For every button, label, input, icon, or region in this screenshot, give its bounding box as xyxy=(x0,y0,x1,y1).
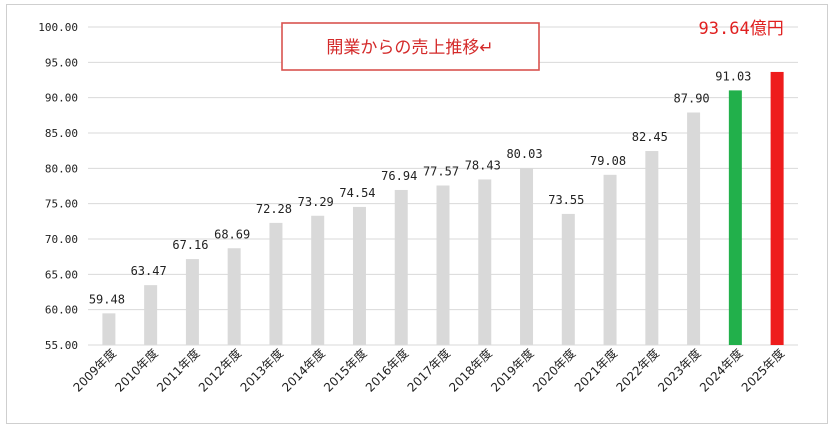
bar xyxy=(687,112,701,345)
data-label: 80.03 xyxy=(506,147,542,161)
data-label: 78.43 xyxy=(465,158,501,172)
y-tick-label: 85.00 xyxy=(45,127,78,140)
chart-title: 開業からの売上推移↵ xyxy=(326,38,493,58)
bars xyxy=(102,71,784,345)
y-tick-label: 80.00 xyxy=(45,162,78,175)
data-label: 67.16 xyxy=(172,238,208,252)
x-tick-label: 2009年度 xyxy=(70,346,119,395)
x-tick-label: 2017年度 xyxy=(404,346,453,395)
bar xyxy=(728,90,742,345)
bar xyxy=(394,189,408,345)
bar xyxy=(144,285,158,345)
bar xyxy=(185,259,199,345)
y-tick-label: 95.00 xyxy=(45,56,78,69)
data-label: 68.69 xyxy=(214,227,250,241)
y-tick-label: 100.00 xyxy=(38,21,78,34)
bar xyxy=(520,168,534,345)
x-tick-label: 2025年度 xyxy=(738,346,787,395)
x-tick-label: 2020年度 xyxy=(529,346,578,395)
data-label: 63.47 xyxy=(131,264,167,278)
x-tick-label: 2016年度 xyxy=(362,346,411,395)
data-label: 73.55 xyxy=(548,193,584,207)
x-tick-label: 2010年度 xyxy=(112,346,161,395)
data-label: 59.48 xyxy=(89,292,125,306)
y-tick-label: 70.00 xyxy=(45,233,78,246)
data-label: 91.03 xyxy=(715,69,751,83)
bar xyxy=(269,222,283,345)
bar xyxy=(561,213,575,345)
data-label: 79.08 xyxy=(590,154,626,168)
x-tick-label: 2014年度 xyxy=(279,346,328,395)
chart-title-box: 開業からの売上推移↵ xyxy=(281,22,540,71)
y-tick-label: 90.00 xyxy=(45,92,78,105)
x-tick-label: 2018年度 xyxy=(446,346,495,395)
data-label: 77.57 xyxy=(423,165,459,179)
y-tick-label: 65.00 xyxy=(45,268,78,281)
bar xyxy=(352,206,366,345)
x-tick-label: 2012年度 xyxy=(195,346,244,395)
x-tick-label: 2022年度 xyxy=(613,346,662,395)
chart-title-border xyxy=(281,22,540,71)
data-label: 76.94 xyxy=(381,169,417,183)
y-tick-label: 75.00 xyxy=(45,198,78,211)
x-tick-label: 2023年度 xyxy=(655,346,704,395)
x-axis-tick-labels: 2009年度2010年度2011年度2012年度2013年度2014年度2015… xyxy=(70,346,787,395)
bar xyxy=(645,151,659,345)
bar xyxy=(478,179,492,345)
data-label: 93.64億円 xyxy=(699,19,784,39)
chart-frame xyxy=(6,4,828,424)
bar xyxy=(770,71,784,345)
data-label: 72.28 xyxy=(256,202,292,216)
x-tick-label: 2013年度 xyxy=(237,346,286,395)
y-tick-label: 60.00 xyxy=(45,304,78,317)
y-tick-label: 55.00 xyxy=(45,339,78,352)
x-tick-label: 2024年度 xyxy=(696,346,745,395)
data-label: 87.90 xyxy=(674,92,710,106)
x-tick-label: 2021年度 xyxy=(571,346,620,395)
bar xyxy=(102,313,116,345)
x-tick-label: 2011年度 xyxy=(153,346,202,395)
x-tick-label: 2019年度 xyxy=(487,346,536,395)
data-labels: 59.48 63.47 67.16 68.69 72.28 73.29 74.54 76.94… xyxy=(89,19,784,306)
bar xyxy=(436,185,450,345)
data-label: 74.54 xyxy=(339,186,375,200)
bar xyxy=(311,215,325,345)
x-tick-label: 2015年度 xyxy=(320,346,369,395)
bar xyxy=(603,174,617,345)
data-label: 73.29 xyxy=(298,195,334,209)
bar xyxy=(227,248,241,345)
data-label: 82.45 xyxy=(632,130,668,144)
y-axis-tick-labels: 55.00 60.00 65.00 70.00 75.00 80.00 85.00 90.00… xyxy=(38,21,78,352)
